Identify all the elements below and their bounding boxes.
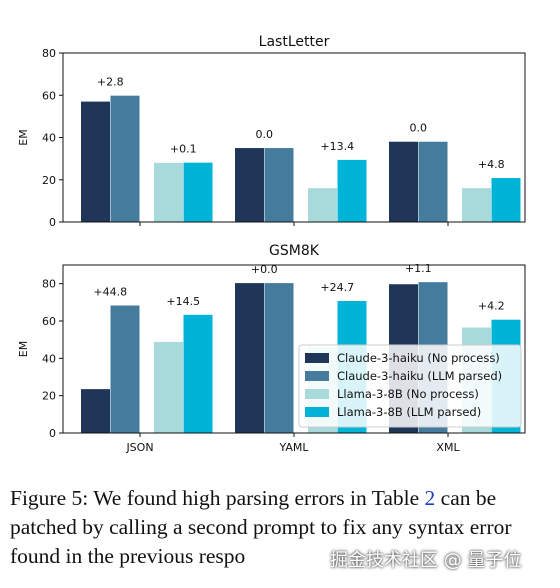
plot-frame [62, 52, 526, 223]
chart-gsm8k: GSM8K EM 0 20 40 60 80 +44.8 +14.5 +0.0 +24.7 +1.1 +… [17, 243, 526, 454]
legend-swatch [305, 371, 329, 381]
caption-text-end: can be patched by calling a second promp… [10, 486, 512, 568]
y-tick-label: 80 [42, 278, 56, 291]
bar-llama-3-8b-no-process-json [154, 341, 183, 433]
legend-label: Llama-3-8B (LLM parsed) [337, 405, 481, 419]
y-tick-label: 20 [42, 174, 56, 187]
y-tick-label: 60 [42, 315, 56, 328]
bar-llama-3-8b-llm-parsed-yaml [337, 159, 367, 222]
chart-lastletter: LastLetter EM 0 20 40 60 80 +2.8 +0.1 0.0 +13.4 0.0… [17, 34, 526, 229]
y-tick-label: 40 [42, 352, 56, 365]
figure: LastLetter EM 0 20 40 60 80 +2.8 +0.1 0.0 +13.4 0.0… [17, 34, 526, 454]
bar-llama-3-8b-no-process-xml [462, 188, 491, 222]
y-axis-label: EM [17, 341, 30, 357]
x-tick-label: YAML [278, 441, 309, 454]
y-tick-label: 60 [42, 89, 56, 102]
legend-swatch [305, 407, 329, 417]
y-tick-label: 80 [42, 47, 56, 60]
bar-llama-3-8b-no-process-json [154, 162, 183, 222]
bar-claude-3-haiku-llm-parsed-xml [418, 141, 448, 222]
bar-llama-3-8b-llm-parsed-json [183, 314, 213, 433]
delta-annotation: +1.1 [405, 262, 432, 275]
delta-annotation: +0.1 [170, 143, 197, 156]
delta-annotation: +24.7 [320, 281, 354, 294]
legend-label: Llama-3-8B (No process) [337, 387, 479, 401]
caption-text-start: Figure 5: We found high parsing errors i… [10, 486, 425, 510]
delta-annotation: +44.8 [93, 286, 127, 299]
y-tick-label: 20 [42, 390, 56, 403]
bar-llama-3-8b-llm-parsed-xml [491, 178, 521, 222]
bar-claude-3-haiku-no-process-yaml [235, 283, 264, 433]
y-tick-label: 0 [49, 216, 56, 229]
legend-box [298, 344, 522, 428]
chart-title: GSM8K [269, 243, 320, 259]
delta-annotation: +14.5 [166, 295, 200, 308]
bar-claude-3-haiku-no-process-json [81, 389, 110, 433]
delta-annotation: +0.0 [251, 263, 278, 276]
delta-annotation: +4.2 [478, 300, 505, 313]
y-tick-label: 40 [42, 132, 56, 145]
delta-annotation: +13.4 [320, 140, 354, 153]
y-tick-label: 0 [49, 427, 56, 440]
delta-annotation: +4.8 [478, 158, 505, 171]
watermark: 掘金技术社区 @ 量子位 [330, 550, 522, 571]
bar-llama-3-8b-llm-parsed-json [183, 162, 213, 222]
plot-frame [62, 264, 526, 434]
bar-claude-3-haiku-no-process-json [81, 101, 110, 222]
figure-caption: Figure 5: We found high parsing errors i… [10, 484, 555, 571]
bar-claude-3-haiku-llm-parsed-yaml [264, 148, 294, 222]
legend-label: Claude-3-haiku (LLM parsed) [337, 369, 502, 383]
legend-label: Claude-3-haiku (No process) [337, 351, 500, 365]
bar-claude-3-haiku-no-process-xml [389, 141, 418, 222]
table-reference-link[interactable]: 2 [424, 486, 436, 510]
delta-annotation: 0.0 [410, 122, 428, 135]
bar-claude-3-haiku-llm-parsed-json [110, 305, 140, 433]
chart-title: LastLetter [259, 34, 330, 50]
bar-claude-3-haiku-llm-parsed-yaml [264, 283, 294, 433]
bar-llama-3-8b-no-process-yaml [308, 188, 337, 222]
bar-claude-3-haiku-llm-parsed-json [110, 95, 140, 222]
x-tick-label: XML [436, 441, 460, 454]
bar-claude-3-haiku-no-process-yaml [235, 148, 264, 222]
legend-swatch [305, 389, 329, 399]
x-tick-label: JSON [125, 441, 153, 454]
delta-annotation: 0.0 [256, 128, 274, 141]
y-axis-label: EM [17, 129, 30, 145]
legend-swatch [305, 353, 329, 363]
delta-annotation: +2.8 [97, 76, 124, 89]
